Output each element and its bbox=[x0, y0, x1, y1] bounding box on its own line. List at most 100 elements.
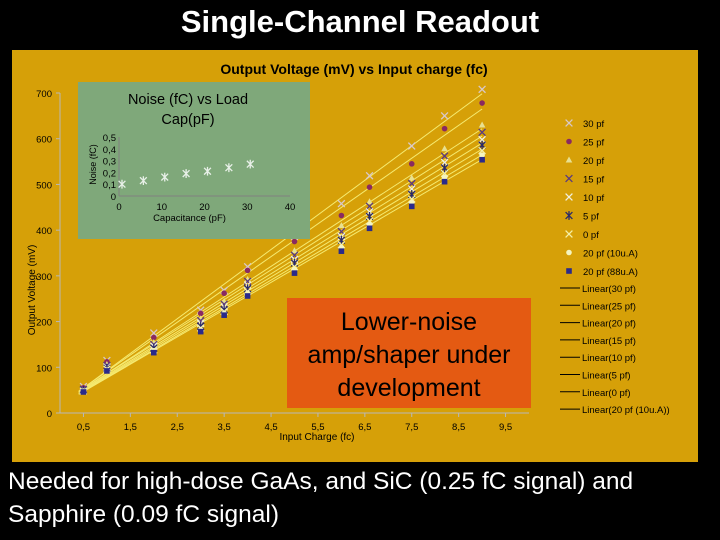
data-point bbox=[440, 163, 449, 173]
data-point bbox=[478, 135, 486, 144]
data-point-shape bbox=[220, 300, 229, 309]
x-tick-label: 0,5 bbox=[77, 422, 90, 433]
data-point bbox=[291, 270, 298, 276]
data-point-shape bbox=[196, 316, 205, 325]
legend-label: 5 pf bbox=[583, 212, 599, 223]
data-point bbox=[478, 140, 486, 150]
data-point bbox=[151, 334, 157, 341]
legend-marker-shape bbox=[565, 174, 573, 183]
data-point-shape bbox=[478, 135, 486, 144]
callout-background bbox=[287, 298, 531, 408]
inset-data-point bbox=[182, 169, 190, 178]
inset-data-point-shape bbox=[139, 176, 148, 186]
data-point-shape bbox=[408, 174, 416, 181]
y-axis-label: Output Voltage (mV) bbox=[27, 245, 38, 336]
inset-data-point-shape bbox=[118, 179, 126, 189]
x-tick-label: 2,5 bbox=[171, 422, 184, 433]
data-point bbox=[80, 389, 87, 395]
data-point-shape bbox=[244, 267, 251, 274]
y-tick-label: 500 bbox=[36, 180, 52, 191]
data-point-shape bbox=[197, 328, 204, 335]
data-point bbox=[197, 310, 204, 317]
legend-marker-shape bbox=[566, 249, 572, 256]
x-tick-label: 7,5 bbox=[405, 422, 418, 433]
data-point-shape bbox=[104, 368, 110, 374]
inset-background bbox=[78, 82, 310, 239]
inset-data-point-shape bbox=[246, 159, 255, 169]
data-point-shape bbox=[478, 146, 486, 155]
data-point-shape bbox=[441, 145, 448, 152]
data-point-shape bbox=[151, 334, 157, 341]
data-point-shape bbox=[366, 184, 373, 190]
inset-title: Noise (fC) vs Load bbox=[128, 92, 248, 108]
data-point-shape bbox=[440, 152, 449, 160]
data-point bbox=[440, 169, 449, 178]
data-point-shape bbox=[338, 248, 345, 254]
data-point bbox=[407, 179, 416, 188]
y-tick-label: 0 bbox=[47, 409, 52, 420]
inset-y-tick-label: 0,2 bbox=[103, 168, 116, 179]
inset-data-point bbox=[246, 159, 255, 169]
inset-data-point bbox=[139, 176, 148, 186]
inset-y-tick-label: 0,4 bbox=[103, 145, 116, 156]
legend-label: 10 pf bbox=[583, 193, 604, 204]
data-point bbox=[151, 349, 157, 356]
data-point-shape bbox=[478, 140, 486, 150]
data-point-shape bbox=[149, 329, 158, 337]
data-point bbox=[196, 316, 205, 325]
data-point-shape bbox=[478, 121, 486, 128]
data-point bbox=[440, 111, 449, 120]
legend-label: 20 pf (10u.A) bbox=[583, 249, 638, 260]
data-point bbox=[338, 212, 345, 219]
data-point bbox=[408, 161, 415, 167]
inset-x-axis-label: Capacitance (pF) bbox=[153, 213, 226, 224]
data-point bbox=[291, 247, 298, 254]
data-point bbox=[365, 171, 374, 180]
data-point-shape bbox=[441, 125, 448, 132]
x-tick-label: 4,5 bbox=[264, 422, 277, 433]
trend-line bbox=[78, 148, 483, 394]
data-point bbox=[441, 125, 448, 132]
legend-marker-shape bbox=[566, 268, 572, 274]
legend-label: 30 pf bbox=[583, 119, 604, 130]
inset-data-point bbox=[160, 172, 169, 182]
data-point bbox=[104, 368, 110, 374]
legend-marker bbox=[565, 119, 573, 127]
inset-y-axis-label: Noise (fC) bbox=[88, 144, 98, 185]
y-tick-label: 100 bbox=[36, 363, 52, 374]
x-tick-label: 3,5 bbox=[218, 422, 231, 433]
data-point bbox=[365, 202, 374, 211]
data-point bbox=[479, 152, 485, 158]
inset-x-tick-label: 40 bbox=[285, 202, 296, 213]
inset-data-point-shape bbox=[203, 166, 212, 176]
legend-marker bbox=[565, 174, 573, 183]
data-point bbox=[221, 312, 227, 318]
data-point bbox=[221, 290, 227, 297]
data-point bbox=[244, 293, 251, 299]
legend-label: Linear(20 pf) bbox=[582, 319, 636, 330]
legend-marker-shape bbox=[565, 230, 573, 238]
inset-y-tick-label: 0,5 bbox=[103, 133, 116, 144]
data-point bbox=[441, 178, 448, 185]
data-point bbox=[197, 328, 204, 335]
trend-line bbox=[78, 108, 483, 392]
data-point-shape bbox=[291, 238, 298, 245]
data-point-shape bbox=[365, 171, 374, 180]
data-point-shape bbox=[221, 312, 227, 318]
x-axis-label: Input Charge (fc) bbox=[279, 432, 354, 443]
callout-line-3: development bbox=[337, 374, 480, 402]
data-point-shape bbox=[478, 85, 486, 94]
data-point bbox=[408, 174, 416, 181]
data-point-shape bbox=[408, 161, 415, 167]
data-point bbox=[440, 152, 449, 160]
legend-marker bbox=[565, 156, 573, 163]
data-point bbox=[479, 100, 485, 106]
y-tick-label: 700 bbox=[36, 89, 52, 100]
data-point-shape bbox=[407, 185, 416, 193]
data-point-shape bbox=[479, 100, 485, 106]
data-point-shape bbox=[291, 247, 298, 254]
data-point bbox=[478, 128, 486, 137]
legend-label: Linear(25 pf) bbox=[582, 301, 636, 312]
data-point-shape bbox=[440, 169, 449, 178]
